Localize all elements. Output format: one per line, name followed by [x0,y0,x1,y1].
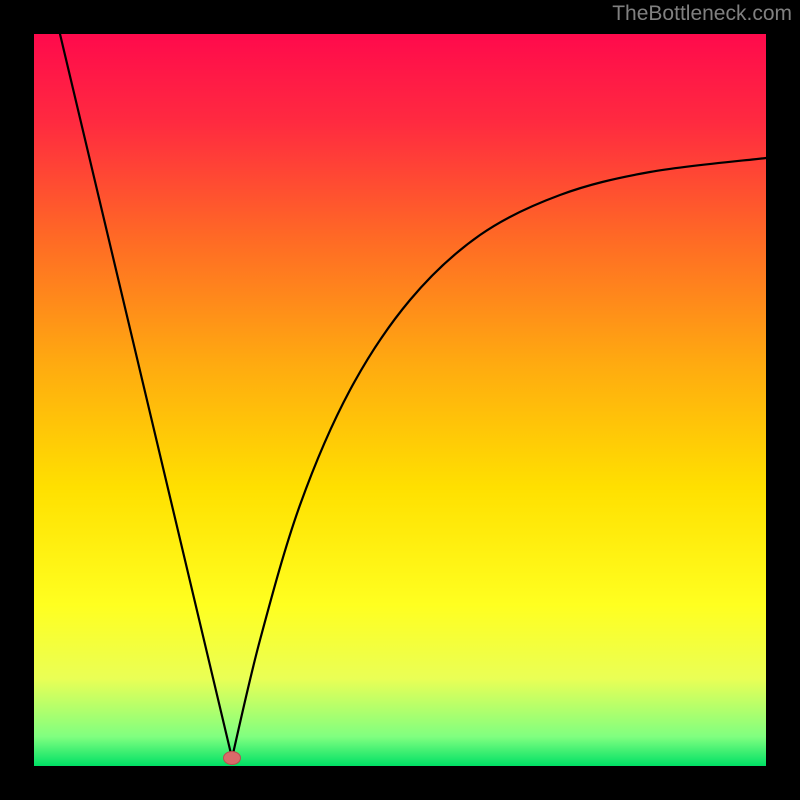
bottleneck-curve [0,0,800,800]
chart-frame: TheBottleneck.com [0,0,800,800]
valley-marker [223,751,241,765]
attribution-text: TheBottleneck.com [612,2,792,26]
